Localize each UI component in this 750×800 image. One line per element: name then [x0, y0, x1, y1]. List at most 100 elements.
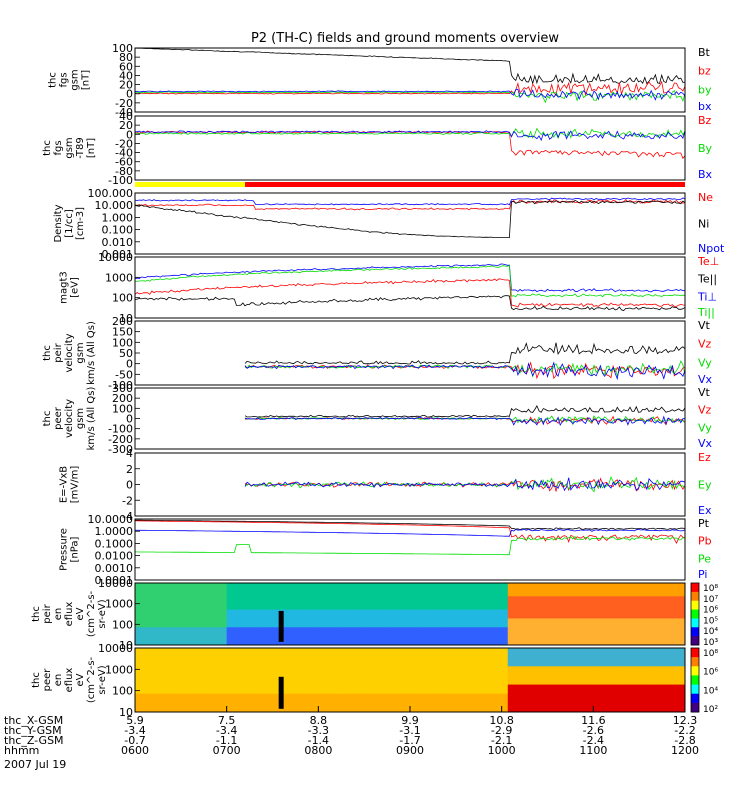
heatmap-cell	[355, 622, 362, 628]
heatmap-cell	[465, 640, 472, 646]
heatmap-cell	[465, 666, 472, 672]
heatmap-cell	[202, 648, 209, 654]
heatmap-cell	[379, 648, 387, 654]
heatmap-cell	[293, 661, 301, 667]
heatmap-cell	[397, 591, 405, 597]
heatmap-cell	[660, 684, 668, 690]
heatmap-cell	[196, 591, 203, 597]
series-line-by	[135, 127, 686, 140]
heatmap-cell	[251, 684, 258, 690]
heatmap-cell	[452, 631, 460, 637]
heatmap-cell	[214, 609, 222, 615]
heatmap-cell	[373, 680, 380, 686]
heatmap-cell	[373, 583, 380, 588]
heatmap-cell	[226, 622, 234, 628]
heatmap-cell	[507, 618, 515, 624]
series-line-vx	[244, 415, 685, 426]
heatmap-cell	[642, 698, 649, 704]
heatmap-cell	[593, 702, 600, 708]
heatmap-cell	[556, 600, 564, 606]
heatmap-cell	[593, 680, 600, 686]
heatmap-cell	[159, 618, 167, 624]
heatmap-cell	[397, 693, 405, 699]
heatmap-cell	[513, 596, 521, 602]
heatmap-cell	[678, 618, 686, 624]
heatmap-cell	[495, 622, 503, 628]
heatmap-cell	[196, 618, 203, 624]
heatmap-cell	[306, 698, 313, 704]
series-line-vt	[244, 405, 686, 418]
heatmap-cell	[312, 609, 319, 615]
heatmap-cell	[636, 666, 643, 672]
heatmap-cell	[287, 707, 295, 713]
heatmap-cell	[269, 657, 277, 663]
heatmap-cell	[428, 600, 435, 606]
heatmap-cell	[232, 666, 240, 672]
heatmap-cell	[238, 648, 246, 654]
heatmap-cell	[434, 657, 442, 663]
legend-label: Ti||	[697, 306, 715, 319]
heatmap-cell	[171, 657, 179, 663]
heatmap-cell	[263, 689, 270, 695]
heatmap-cell	[208, 583, 215, 588]
legend-label: Ni	[698, 218, 709, 231]
heatmap-cell	[465, 675, 472, 681]
heatmap-cell	[257, 689, 264, 695]
heatmap-cell	[642, 605, 649, 611]
heatmap-cell	[483, 618, 490, 624]
heatmap-cell	[593, 675, 600, 681]
heatmap-cell	[183, 596, 191, 602]
heatmap-cell	[159, 689, 167, 695]
heatmap-cell	[245, 698, 252, 704]
heatmap-cell	[220, 618, 228, 624]
heatmap-cell	[263, 618, 270, 624]
heatmap-cell	[263, 587, 270, 593]
heatmap-cell	[251, 618, 258, 624]
colorbar-tick-label: 10⁷	[703, 595, 718, 605]
heatmap-cell	[617, 675, 625, 681]
heatmap-cell	[355, 702, 362, 708]
heatmap-cell	[587, 666, 594, 672]
heatmap-cell	[397, 684, 405, 690]
heatmap-cell	[526, 636, 533, 642]
heatmap-cell	[599, 670, 607, 676]
heatmap-cell	[605, 702, 613, 708]
colorbar-tick-label: 10⁶	[703, 668, 718, 678]
heatmap-cell	[183, 698, 191, 704]
heatmap-cell	[226, 702, 234, 708]
heatmap-cell	[428, 666, 435, 672]
heatmap-cell	[312, 591, 319, 597]
heatmap-cell	[495, 693, 503, 699]
heatmap-cell	[630, 591, 637, 597]
heatmap-cell	[232, 583, 240, 588]
heatmap-cell	[587, 605, 594, 611]
heatmap-cell	[135, 684, 142, 690]
heatmap-cell	[587, 640, 594, 646]
heatmap-cell	[232, 591, 240, 597]
heatmap-cell	[397, 675, 405, 681]
heatmap-cell	[342, 698, 350, 704]
heatmap-cell	[385, 666, 393, 672]
heatmap-cell	[293, 614, 301, 619]
heatmap-cell	[263, 670, 270, 676]
heatmap-cell	[489, 600, 497, 606]
heatmap-cell	[293, 622, 301, 628]
heatmap-cell	[538, 707, 545, 713]
heatmap-cell	[306, 680, 313, 686]
heatmap-cell	[575, 587, 582, 593]
heatmap-cell	[355, 707, 362, 713]
heatmap-cell	[220, 684, 228, 690]
heatmap-cell	[428, 670, 435, 676]
heatmap-cell	[666, 652, 674, 658]
heatmap-cell	[532, 675, 539, 681]
heatmap-cell	[306, 583, 313, 588]
time-axis: thc_X-GSM 5.9 7.5 8.8 9.9 10.8 11.6 12.3thc_Y-G…	[4, 706, 699, 771]
heatmap-cell	[257, 657, 264, 663]
heatmap-cell	[501, 618, 509, 624]
heatmap-cell	[220, 600, 228, 606]
heatmap-cell	[135, 693, 142, 699]
heatmap-cell	[361, 648, 368, 654]
heatmap-cell	[141, 689, 148, 695]
y-tick-label: 10000	[98, 577, 133, 590]
heatmap-cell	[446, 693, 454, 699]
